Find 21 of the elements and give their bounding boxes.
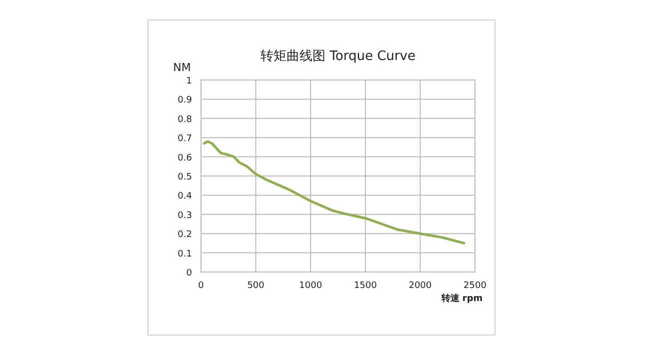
chart-title: 转矩曲线图 Torque Curve xyxy=(260,49,416,64)
y-tick-label: 0.3 xyxy=(178,210,192,221)
y-tick-label: 0.2 xyxy=(178,230,192,240)
y-tick-label: 0 xyxy=(186,268,192,278)
y-tick-label: 0.1 xyxy=(178,249,192,260)
y-tick-label: 0.9 xyxy=(178,96,192,106)
y-tick-label: 0.5 xyxy=(178,172,192,182)
line-series xyxy=(203,140,466,244)
y-axis-title: NM xyxy=(173,61,191,74)
x-tick-label: 1500 xyxy=(354,281,378,291)
y-tick-label: 0.8 xyxy=(178,114,192,125)
x-axis-title: 转速 rpm xyxy=(440,293,483,304)
x-tick-label: 500 xyxy=(247,281,265,291)
x-tick-label: 1000 xyxy=(299,281,322,291)
x-tick-label: 2000 xyxy=(408,281,432,291)
y-tick-label: 0.6 xyxy=(178,153,192,164)
y-tick-label: 1 xyxy=(186,76,192,86)
y-tick-label: 0.4 xyxy=(178,192,192,202)
x-tick-label: 2500 xyxy=(464,281,487,291)
x-tick-label: 0 xyxy=(198,281,204,291)
y-tick-label: 0.7 xyxy=(178,134,192,144)
